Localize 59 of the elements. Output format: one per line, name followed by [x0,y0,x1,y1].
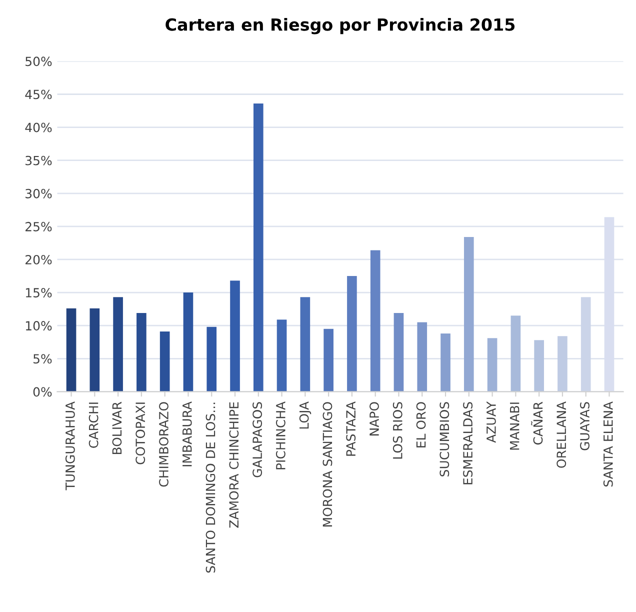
x-tick-label: CHIMBORAZO [159,402,168,487]
x-tick-label: CAÑAR [531,402,543,445]
y-tick-label: 25% [26,222,52,232]
bar [370,250,380,392]
bar [487,338,498,392]
bar [558,336,568,392]
bar [464,237,474,392]
bar [394,313,404,392]
x-tick-label: SANTO DOMINGO DE LOS... [206,402,216,573]
y-tick-label: 50% [26,56,52,66]
x-tick-label: AZUAY [486,401,496,443]
bar [440,334,450,392]
x-tick-label: SUCUMBIOS [440,402,450,476]
bar [253,104,264,392]
bar [90,308,100,392]
y-tick-label: 20% [26,254,52,264]
x-tick-label: BOLIVAR [112,402,122,454]
chart-title: Cartera en Riesgo por Provincia 2015 [166,18,515,34]
x-tick-label: PASTAZA [346,402,356,456]
bar [206,326,217,392]
x-tick-label: LOS RIOS [392,402,402,459]
x-tick-label: EL ORO [416,402,426,448]
bar [183,292,194,392]
bar [324,328,334,392]
x-tick-label: ORELLANA [556,402,566,468]
bar [136,313,146,392]
x-tick-label: MANABI [510,402,520,450]
x-tick-label: SANTA ELENA [603,402,613,487]
x-tick-label: NAPO [370,402,379,436]
x-tick-label: ESMERALDAS [463,402,473,484]
y-tick-label: 5% [34,354,52,364]
bar [113,297,123,392]
bar [534,340,544,392]
y-tick-label: 45% [25,90,52,100]
x-tick-label: IMBABURA [182,402,192,466]
bar [300,297,310,392]
bar [276,320,287,392]
bar [347,276,357,392]
x-tick-label: MORONA SANTIAGO [322,402,332,526]
y-tick-label: 10% [26,321,52,331]
x-tick-label: GALAPAGOS [252,402,262,478]
x-tick-label: TUNGURAHUA [65,402,75,490]
x-tick-label: CARCHI [88,402,98,448]
x-tick-label: COTOPAXI [136,402,146,464]
x-tick-label: LOJA [299,402,312,429]
x-tick-label: GUAYAS [580,402,590,450]
bar [417,322,428,392]
y-tick-label: 40% [25,122,52,132]
y-tick-label: 15% [26,288,52,298]
bar [580,297,591,392]
x-tick-label: PICHINCHA [276,402,286,470]
bar [510,316,521,392]
x-tick-label: ZAMORA CHINCHIPE [229,402,239,528]
y-tick-label: 35% [26,156,52,166]
bar [160,332,170,392]
bar [230,280,240,392]
y-tick-label: 0% [33,387,52,397]
y-tick-label: 30% [26,188,52,198]
bar [66,308,76,392]
